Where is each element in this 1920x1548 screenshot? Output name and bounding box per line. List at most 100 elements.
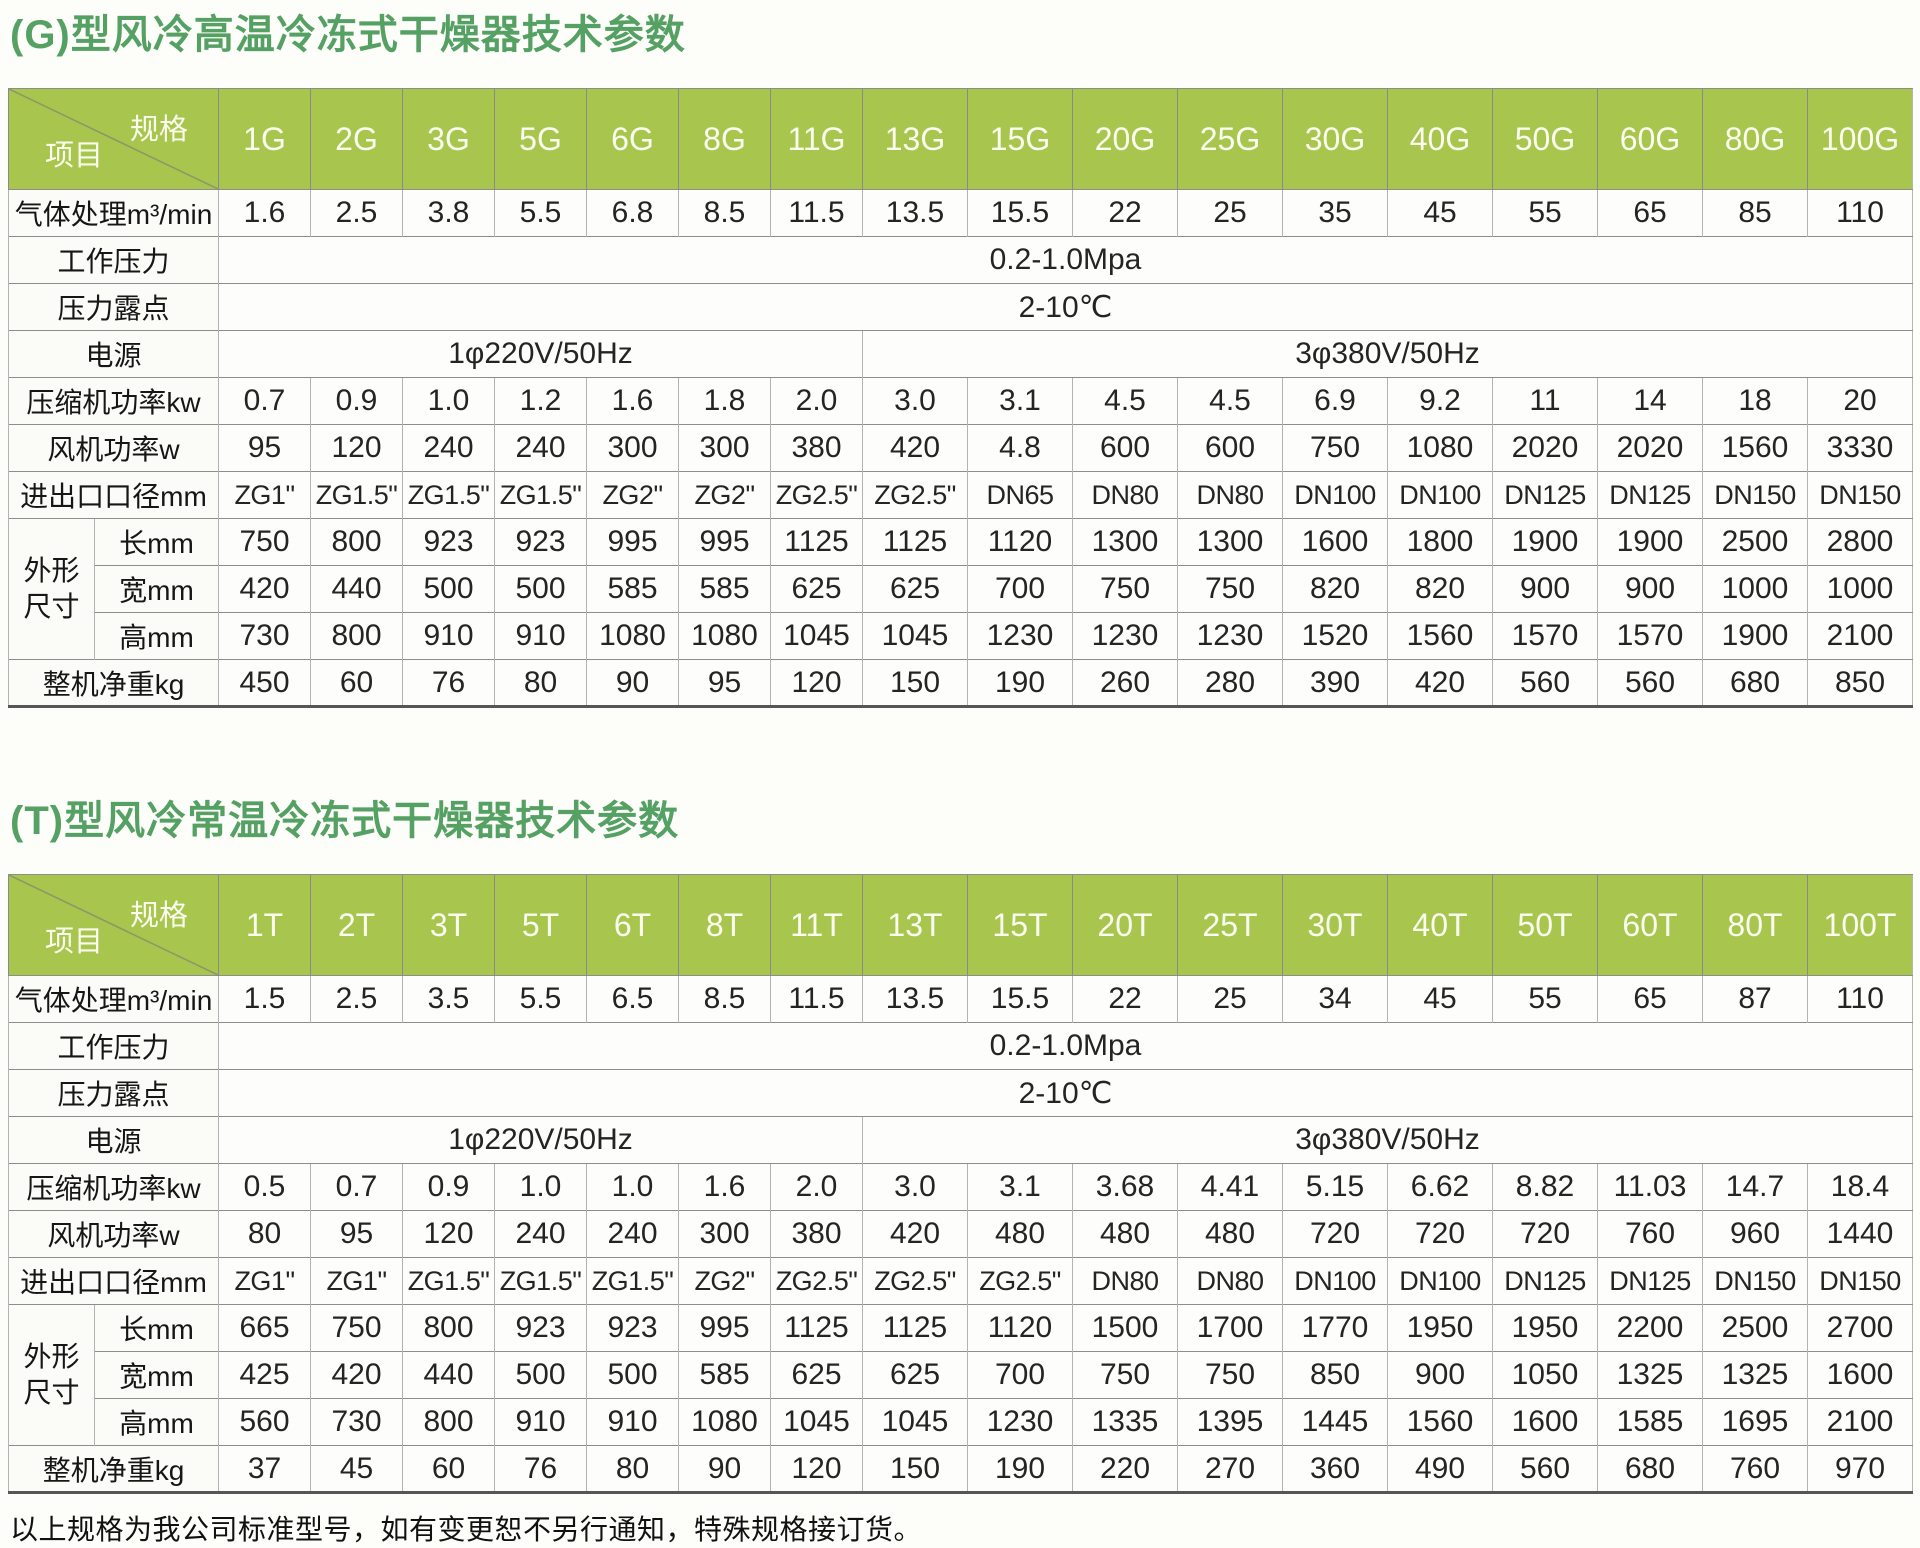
spec-value: 1125 xyxy=(862,1304,968,1352)
spec-value: 480 xyxy=(1072,1210,1178,1258)
spec-value: 45 xyxy=(1387,189,1493,237)
spec-table-g-type: 规格 项目 1G 2G 3G 5G 6G 8G 11G 13G 15G 20G 25G 30G 40G 50G… xyxy=(8,88,1913,708)
table-row: 宽mm 420 440 500 500 585 585 625 625 700 750 750 820 8… xyxy=(9,565,1913,613)
spec-value: 800 xyxy=(310,612,403,660)
spec-value: 700 xyxy=(967,1351,1073,1399)
spec-value: 120 xyxy=(402,1210,495,1258)
spec-value: 665 xyxy=(218,1304,311,1352)
spec-value: 560 xyxy=(1492,1445,1598,1493)
spec-value: DN100 xyxy=(1282,1257,1388,1305)
spec-value: 500 xyxy=(494,1351,587,1399)
model-header: 5G xyxy=(494,88,587,190)
spec-value: 1.0 xyxy=(586,1163,679,1211)
spec-table-t-type: 规格 项目 1T 2T 3T 5T 6T 8T 11T 13T 15T 20T 25T 30T 40T 50T… xyxy=(8,874,1913,1494)
t-spec-table-host: 规格 项目 1T 2T 3T 5T 6T 8T 11T 13T 15T 20T 25T 30T 40T 50T… xyxy=(8,874,1913,1494)
table-row: 外形尺寸 长mm 750 800 923 923 995 995 1125 1125 1120 130… xyxy=(8,518,1913,660)
spec-value: 900 xyxy=(1597,565,1703,613)
spec-value: 380 xyxy=(770,424,863,472)
spec-value: 390 xyxy=(1282,659,1388,707)
row-label: 长mm xyxy=(94,1304,219,1352)
spec-value: 625 xyxy=(770,565,863,613)
row-label: 气体处理m³/min xyxy=(8,189,219,237)
spec-value: 1.0 xyxy=(494,1163,587,1211)
spec-value: ZG1.5" xyxy=(402,471,495,519)
row-label: 电源 xyxy=(8,330,219,378)
model-header: 30G xyxy=(1282,88,1388,190)
spec-value: 15.5 xyxy=(967,975,1073,1023)
spec-value: DN80 xyxy=(1177,1257,1283,1305)
corner-label-spec: 规格 xyxy=(129,900,188,932)
spec-value: 1800 xyxy=(1387,518,1493,566)
spec-value: 1.6 xyxy=(678,1163,771,1211)
spec-value: 25 xyxy=(1177,975,1283,1023)
spec-value: 420 xyxy=(218,565,311,613)
spec-value: 1080 xyxy=(678,612,771,660)
spec-value: 1900 xyxy=(1597,518,1703,566)
spec-merged-value: 0.2-1.0Mpa xyxy=(218,236,1913,284)
row-label: 气体处理m³/min xyxy=(8,975,219,1023)
model-header: 80T xyxy=(1702,874,1808,976)
spec-value: 1080 xyxy=(678,1398,771,1446)
spec-value: 0.7 xyxy=(218,377,311,425)
spec-item-corner-cell: 规格 项目 xyxy=(8,88,219,190)
spec-value: 1440 xyxy=(1807,1210,1913,1258)
spec-value: 2020 xyxy=(1492,424,1598,472)
spec-value: 22 xyxy=(1072,975,1178,1023)
spec-value: 1520 xyxy=(1282,612,1388,660)
spec-value: 500 xyxy=(586,1351,679,1399)
model-header: 40G xyxy=(1387,88,1493,190)
spec-value: 1395 xyxy=(1177,1398,1283,1446)
spec-value: 80 xyxy=(586,1445,679,1493)
spec-value: 6.9 xyxy=(1282,377,1388,425)
table-row: 压缩机功率kw 0.7 0.9 1.0 1.2 1.6 1.8 2.0 3.0 3.1 4.5 4.5… xyxy=(8,377,1913,425)
spec-value: 1950 xyxy=(1387,1304,1493,1352)
spec-value: ZG2" xyxy=(678,471,771,519)
spec-value: 240 xyxy=(494,424,587,472)
spec-value: 560 xyxy=(1492,659,1598,707)
spec-value: 1770 xyxy=(1282,1304,1388,1352)
spec-value: 585 xyxy=(586,565,679,613)
spec-value: 1335 xyxy=(1072,1398,1178,1446)
spec-value: 1600 xyxy=(1492,1398,1598,1446)
table-row: 电源 1φ220V/50Hz 3φ380V/50Hz xyxy=(8,330,1913,378)
power-supply-three-phase: 3φ380V/50Hz xyxy=(862,330,1913,378)
spec-value: 37 xyxy=(218,1445,311,1493)
spec-value: 300 xyxy=(586,424,679,472)
spec-value: 1045 xyxy=(770,612,863,660)
spec-value: 120 xyxy=(770,659,863,707)
spec-value: 1560 xyxy=(1387,1398,1493,1446)
spec-value: 13.5 xyxy=(862,975,968,1023)
model-header: 25G xyxy=(1177,88,1283,190)
spec-value: 560 xyxy=(218,1398,311,1446)
spec-value: 4.41 xyxy=(1177,1163,1283,1211)
spec-value: 34 xyxy=(1282,975,1388,1023)
spec-value: 1325 xyxy=(1702,1351,1808,1399)
spec-value: 900 xyxy=(1492,565,1598,613)
spec-value: 87 xyxy=(1702,975,1808,1023)
spec-value: 923 xyxy=(494,1304,587,1352)
spec-value: 190 xyxy=(967,659,1073,707)
spec-value: 3.68 xyxy=(1072,1163,1178,1211)
spec-value: 85 xyxy=(1702,189,1808,237)
spec-value: 20 xyxy=(1807,377,1913,425)
spec-value: 1600 xyxy=(1807,1351,1913,1399)
spec-value: 76 xyxy=(494,1445,587,1493)
spec-value: 1125 xyxy=(770,1304,863,1352)
spec-value: 900 xyxy=(1387,1351,1493,1399)
spec-value: ZG1.5" xyxy=(494,1257,587,1305)
spec-value: 1500 xyxy=(1072,1304,1178,1352)
spec-value: 1120 xyxy=(967,518,1073,566)
table-row: 工作压力 0.2-1.0Mpa xyxy=(8,1022,1913,1070)
spec-value: DN80 xyxy=(1072,1257,1178,1305)
row-label: 电源 xyxy=(8,1116,219,1164)
spec-value: 14.7 xyxy=(1702,1163,1808,1211)
spec-value: 1230 xyxy=(1177,612,1283,660)
spec-value: 560 xyxy=(1597,659,1703,707)
corner-label-item: 项目 xyxy=(45,926,104,958)
spec-value: 720 xyxy=(1387,1210,1493,1258)
spec-value: 750 xyxy=(218,518,311,566)
spec-value: 95 xyxy=(310,1210,403,1258)
spec-value: 14 xyxy=(1597,377,1703,425)
row-label: 压力露点 xyxy=(8,1069,219,1117)
spec-value: 8.82 xyxy=(1492,1163,1598,1211)
